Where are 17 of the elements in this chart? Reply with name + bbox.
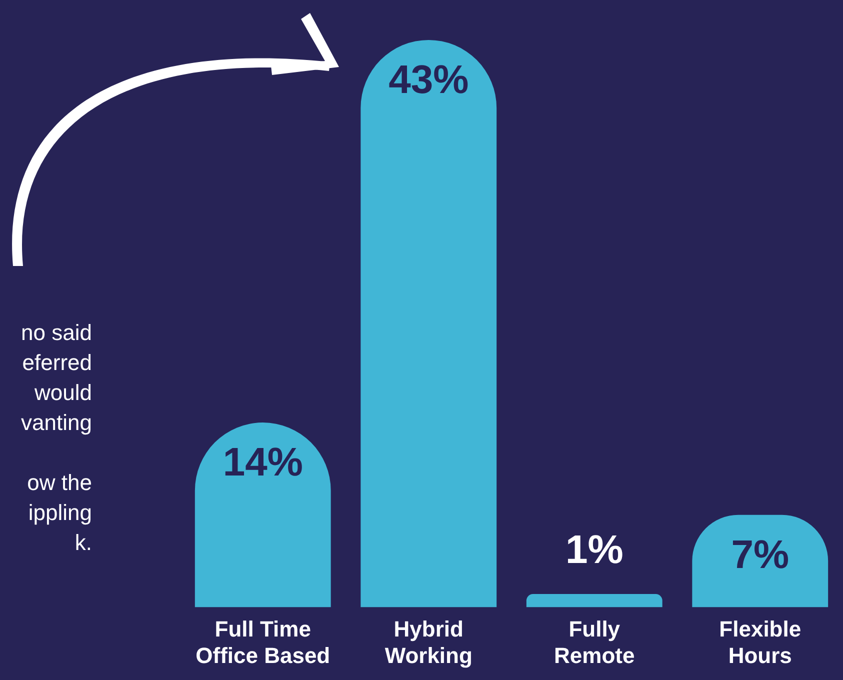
data-label: 1% xyxy=(565,528,624,572)
data-label: 43% xyxy=(388,58,469,102)
x-tick-label: Full Time Office Based xyxy=(196,616,330,668)
bar xyxy=(526,594,662,608)
data-label: 7% xyxy=(731,532,790,577)
x-tick-label: Hybrid Working xyxy=(384,616,472,668)
text: eferred xyxy=(21,349,92,377)
x-tick-label: Flexible Hours xyxy=(719,616,802,668)
bar xyxy=(360,40,497,608)
data-label: 14% xyxy=(222,440,303,485)
text: ow the xyxy=(26,469,92,497)
text: no said xyxy=(20,319,92,347)
text: k. xyxy=(74,529,92,557)
text: vanting xyxy=(20,409,92,437)
text: ippling xyxy=(27,499,92,527)
text: would xyxy=(34,379,92,407)
x-tick-label: Fully Remote xyxy=(554,616,635,668)
